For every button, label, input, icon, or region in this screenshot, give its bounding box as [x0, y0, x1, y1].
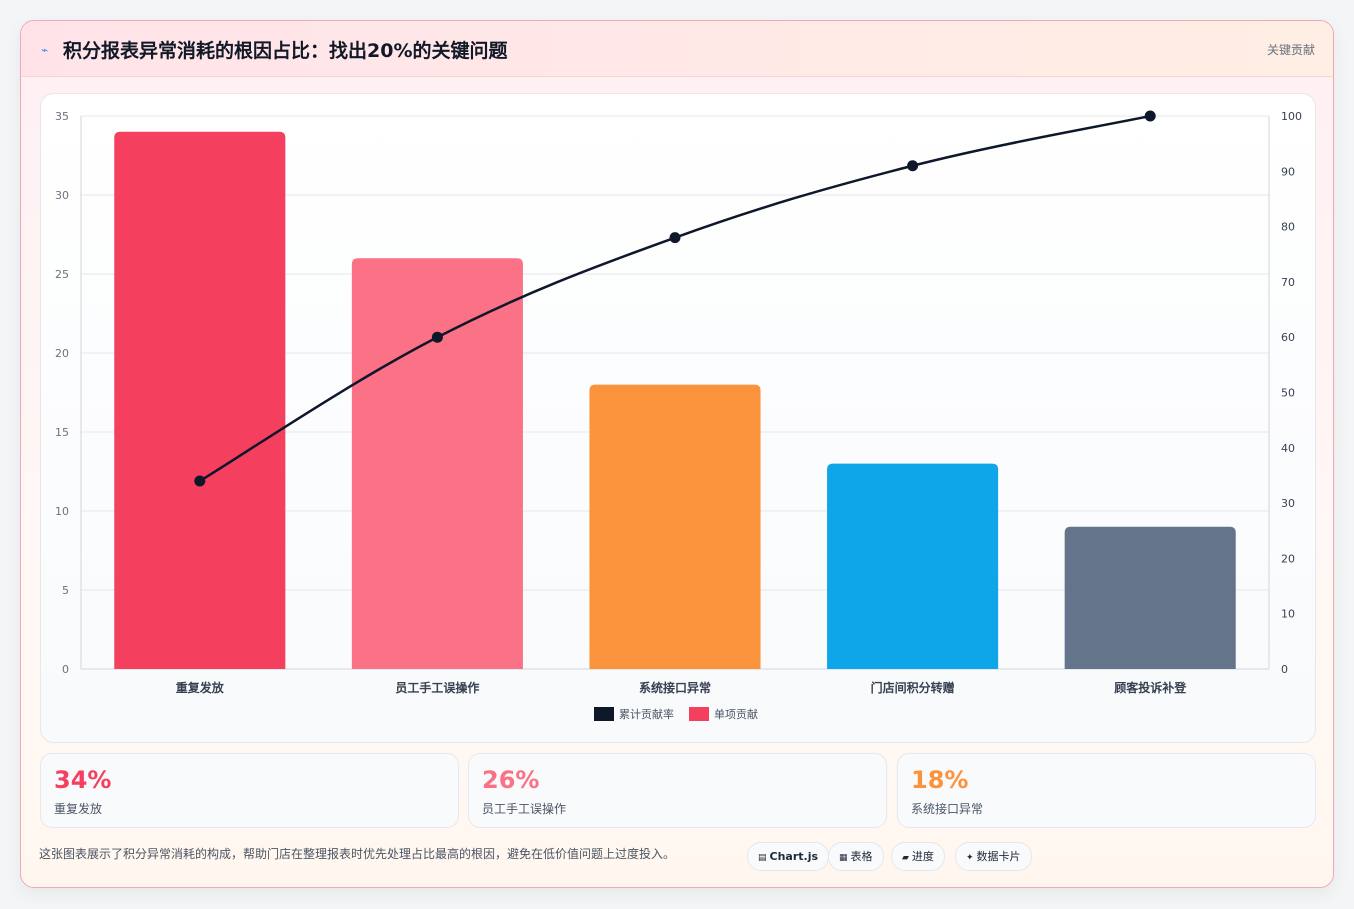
- footer-description: 这张图表展示了积分异常消耗的构成，帮助门店在整理报表时优先处理占比最高的根因，避…: [39, 847, 676, 861]
- legend-swatch-single: [689, 707, 709, 721]
- chip-label: 数据卡片: [976, 850, 1021, 863]
- kpi-card-1: 34% 重复发放: [40, 753, 459, 828]
- y-right-tick-label: 60: [1281, 331, 1295, 344]
- kpi-value: 34%: [54, 766, 112, 794]
- card-header: ⌁ 积分报表异常消耗的根因占比：找出20%的关键问题 关键贡献: [21, 21, 1333, 77]
- y-left-tick-label: 35: [55, 110, 69, 123]
- chip-label: 表格: [850, 850, 873, 863]
- progress-icon: ▰: [902, 853, 909, 863]
- legend-label: 单项贡献: [714, 707, 758, 721]
- line-point: [669, 232, 681, 244]
- pulse-icon: ⌁: [41, 43, 49, 57]
- y-right-tick-label: 70: [1281, 276, 1295, 289]
- x-tick-label: 员工手工误操作: [395, 680, 479, 695]
- y-right-tick-label: 30: [1281, 497, 1295, 510]
- chip-data-card[interactable]: ✦ 数据卡片: [955, 842, 1032, 871]
- kpi-value: 18%: [911, 766, 969, 794]
- legend-swatch-cumulative: [594, 707, 614, 721]
- chip-label: Chart.js: [769, 850, 819, 863]
- pareto-chart: 0 5 10 15 20 25 30 35 0 10 20 30 40 50 60 70 80 90 100 重复发放…: [55, 110, 1302, 721]
- bar: [351, 258, 523, 669]
- chip-table[interactable]: ▦ 表格: [828, 842, 884, 871]
- kpi-card-2: 26% 员工手工误操作: [468, 753, 887, 828]
- y-right-tick-label: 50: [1281, 387, 1295, 400]
- header-badge: 关键贡献: [1266, 43, 1315, 57]
- y-left-tick-label: 0: [62, 663, 69, 676]
- line-point: [907, 160, 919, 172]
- table-icon: ▦: [839, 853, 848, 863]
- bar: [1064, 526, 1236, 669]
- y-left-tick-label: 30: [55, 189, 69, 202]
- x-tick-label: 系统接口异常: [639, 680, 711, 695]
- y-left-tick-label: 10: [55, 505, 69, 518]
- y-right-tick-label: 0: [1281, 663, 1288, 676]
- line-point: [431, 331, 443, 343]
- y-right-tick-label: 90: [1281, 165, 1295, 178]
- sparkle-icon: ✦: [966, 853, 974, 863]
- chart-icon: ▤: [758, 853, 767, 863]
- page-title: 积分报表异常消耗的根因占比：找出20%的关键问题: [63, 40, 508, 62]
- y-right-tick-label: 80: [1281, 221, 1295, 234]
- y-left-tick-label: 5: [62, 584, 69, 597]
- x-tick-label: 顾客投诉补登: [1114, 680, 1187, 695]
- y-right-tick-label: 40: [1281, 442, 1295, 455]
- kpi-label: 重复发放: [54, 802, 103, 816]
- y-right-tick-label: 20: [1281, 552, 1295, 565]
- chip-label: 进度: [911, 850, 934, 863]
- line-point: [194, 475, 206, 487]
- y-left-tick-label: 15: [55, 426, 69, 439]
- chip-chartjs[interactable]: ▤ Chart.js: [747, 842, 830, 871]
- report-card: ⌁ 积分报表异常消耗的根因占比：找出20%的关键问题 关键贡献 0 5 10 15 20…: [20, 20, 1334, 888]
- line-point: [1144, 110, 1156, 122]
- x-tick-label: 门店间积分转赠: [871, 680, 955, 695]
- kpi-label: 员工手工误操作: [482, 802, 567, 816]
- chip-progress[interactable]: ▰ 进度: [891, 842, 945, 871]
- y-right-tick-label: 10: [1281, 608, 1295, 621]
- bar: [589, 384, 761, 669]
- bar: [827, 463, 999, 669]
- y-right-tick-label: 100: [1281, 110, 1302, 123]
- kpi-label: 系统接口异常: [911, 802, 984, 816]
- kpi-card-3: 18% 系统接口异常: [897, 753, 1316, 828]
- kpi-value: 26%: [482, 766, 540, 794]
- bar: [114, 131, 286, 670]
- x-tick-label: 重复发放: [176, 680, 225, 695]
- chart-panel: 0 5 10 15 20 25 30 35 0 10 20 30 40 50 60 70 80 90 100 重复发放…: [40, 93, 1316, 743]
- y-left-tick-label: 20: [55, 347, 69, 360]
- y-left-tick-label: 25: [55, 268, 69, 281]
- legend-label: 累计贡献率: [619, 707, 674, 721]
